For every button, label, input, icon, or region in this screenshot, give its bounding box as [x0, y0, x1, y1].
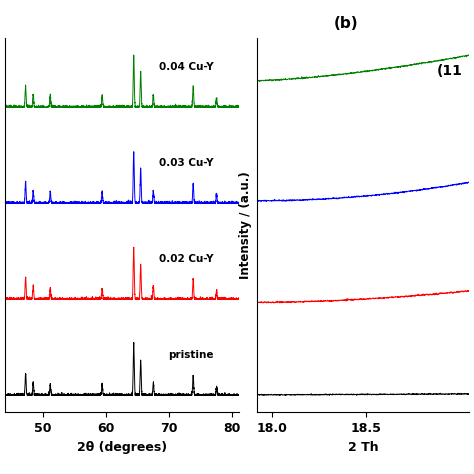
Text: 0.02 Cu-Y: 0.02 Cu-Y	[159, 255, 213, 264]
Text: pristine: pristine	[168, 350, 213, 360]
Text: (11: (11	[437, 64, 463, 78]
Text: (b): (b)	[334, 17, 358, 31]
Y-axis label: Intensity / (a.u.): Intensity / (a.u.)	[239, 171, 252, 279]
X-axis label: 2 Th: 2 Th	[347, 441, 378, 454]
X-axis label: 2θ (degrees): 2θ (degrees)	[77, 441, 167, 454]
Text: 0.04 Cu-Y: 0.04 Cu-Y	[159, 62, 213, 73]
Text: 0.03 Cu-Y: 0.03 Cu-Y	[159, 158, 213, 168]
